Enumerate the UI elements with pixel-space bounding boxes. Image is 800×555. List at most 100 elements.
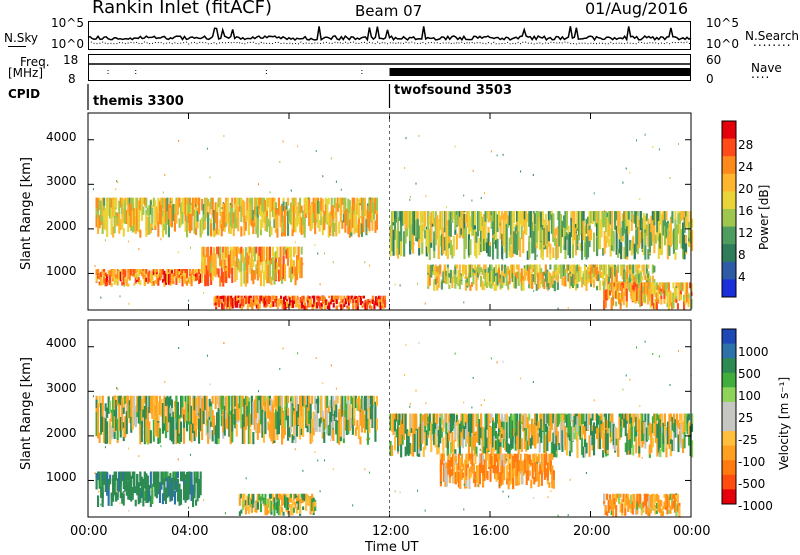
velocity-cell xyxy=(161,403,165,434)
velocity-cell xyxy=(654,416,657,443)
power-cell xyxy=(300,217,303,232)
power-cell xyxy=(565,211,569,231)
power-cell xyxy=(684,295,687,305)
power-cell xyxy=(522,230,525,254)
power-cell xyxy=(452,277,455,283)
power-cell xyxy=(661,282,665,287)
velocity-cell xyxy=(107,396,110,414)
velocity-cell xyxy=(472,413,475,426)
velocity-cell xyxy=(519,461,522,474)
velocity-cell xyxy=(627,503,630,512)
power-cell xyxy=(201,246,204,264)
power-cell xyxy=(642,213,645,240)
velocity-noise-speck xyxy=(206,354,208,357)
velocity-cell xyxy=(151,395,154,407)
power-cell xyxy=(250,261,253,281)
power-noise-speck xyxy=(314,244,316,247)
velocity-cell xyxy=(579,413,582,426)
power-cell xyxy=(597,232,600,250)
power-cell xyxy=(612,282,615,300)
xtick-2400: 00:00 xyxy=(673,524,711,539)
velocity-noise-speck xyxy=(533,496,535,499)
power-noise-speck xyxy=(222,201,224,204)
power-cell xyxy=(229,250,232,274)
nsearch-label: N.Search xyxy=(745,29,800,43)
velocity-cell xyxy=(95,399,98,409)
power-noise-speck xyxy=(366,231,368,234)
power-noise-speck xyxy=(502,266,504,269)
velocity-cell xyxy=(458,434,461,456)
power-cell xyxy=(287,197,290,206)
power-cell xyxy=(234,197,237,207)
velocity-cell xyxy=(530,479,533,489)
power-cell xyxy=(626,265,629,279)
velocity-cell xyxy=(139,405,142,435)
velocity-cell xyxy=(430,423,433,453)
power-cell xyxy=(256,201,259,225)
power-cell xyxy=(511,231,514,257)
power-cell xyxy=(507,215,510,224)
power-cell xyxy=(377,299,381,305)
power-cell xyxy=(319,305,322,309)
power-colorbar-frame xyxy=(721,120,737,298)
velocity-cell xyxy=(290,504,293,516)
power-cell xyxy=(489,211,492,222)
velocity-cell xyxy=(416,428,419,457)
power-cell xyxy=(265,248,269,263)
velocity-echo-region xyxy=(439,453,555,490)
velocity-cell xyxy=(344,395,347,418)
velocity-noise-speck xyxy=(222,408,224,411)
power-cell xyxy=(252,209,255,221)
power-cell xyxy=(464,226,468,250)
velocity-cell xyxy=(273,497,276,507)
velocity-cell xyxy=(410,444,413,456)
power-cell xyxy=(540,211,543,242)
velocity-noise-speck xyxy=(498,484,500,487)
velocity-cell xyxy=(525,434,528,452)
velocity-cell xyxy=(216,412,219,425)
power-cell xyxy=(392,229,395,256)
power-cell xyxy=(351,202,354,228)
velocity-cell xyxy=(127,395,130,419)
velocity-cell xyxy=(104,411,107,425)
power-cell xyxy=(296,208,299,227)
velocity-cell xyxy=(425,413,428,426)
power-cell xyxy=(243,201,246,217)
velocity-cell xyxy=(151,483,154,504)
power-cell xyxy=(280,295,283,299)
velocity-cell xyxy=(525,453,528,471)
velocity-cell xyxy=(464,420,468,437)
power-cell xyxy=(615,301,618,307)
power-cell xyxy=(448,219,451,239)
power-noise-speck xyxy=(285,207,287,210)
velocity-cell xyxy=(484,413,487,430)
velocity-cell xyxy=(181,406,184,419)
power-cell xyxy=(645,264,648,276)
velocity-cell xyxy=(154,471,157,483)
power-cell xyxy=(163,270,166,274)
velocity-cell xyxy=(389,413,392,431)
velocity-cell xyxy=(403,413,406,440)
velocity-cell xyxy=(691,413,694,424)
cpid-mode-2: twofsound 3503 xyxy=(394,83,513,98)
power-cell xyxy=(228,303,231,310)
power-cell xyxy=(564,211,567,237)
power-noise-speck xyxy=(359,203,361,206)
velocity-cell xyxy=(391,445,394,456)
velocity-cell xyxy=(243,398,246,427)
velocity-noise-speck xyxy=(164,380,166,383)
power-cell xyxy=(219,246,222,255)
velocity-noise-speck xyxy=(515,438,517,441)
velocity-cell xyxy=(371,408,374,429)
velocity-noise-speck xyxy=(340,395,342,398)
power-cell xyxy=(121,203,124,215)
velocity-cell xyxy=(180,395,183,418)
velocity-cell xyxy=(201,416,204,440)
power-cell xyxy=(202,214,205,231)
velocity-cell xyxy=(244,506,247,515)
velocity-cell xyxy=(415,413,418,429)
power-cell xyxy=(637,290,640,303)
velocity-cell xyxy=(526,416,529,429)
velocity-cell xyxy=(262,413,266,432)
power-cell xyxy=(672,228,676,247)
